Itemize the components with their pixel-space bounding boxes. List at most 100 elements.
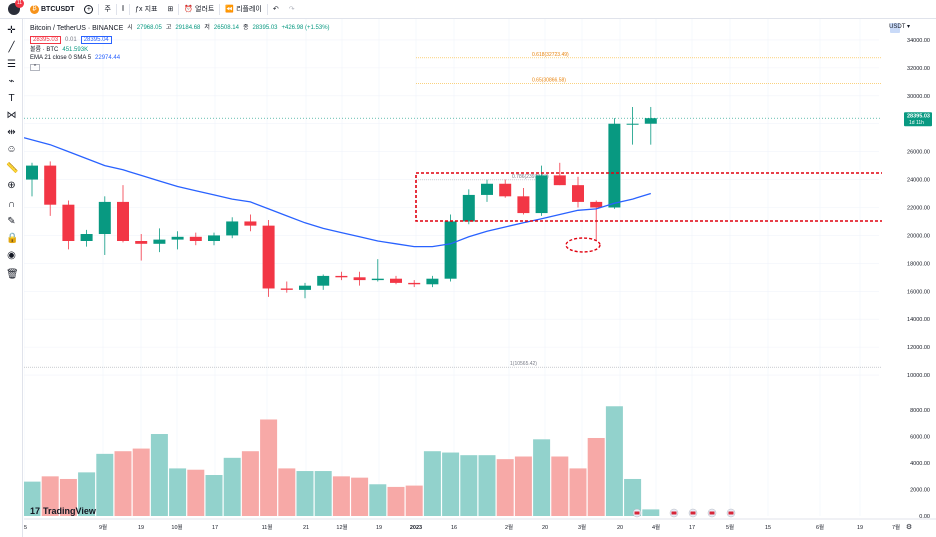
volume-value: 451.593K [62,47,89,53]
replay-button[interactable]: ⏪ 리플레이 [220,0,266,19]
indicators-icon: ƒx [135,5,143,13]
candle-body[interactable] [572,185,584,202]
zoom-in-icon[interactable]: ⊕ [7,180,16,191]
tv-logo-icon: 17 [30,506,41,516]
emoji-icon[interactable]: ☺ [6,144,17,155]
candle-body[interactable] [553,175,566,186]
pencil-lock-icon[interactable]: ✎ [7,216,16,227]
crosshair-icon[interactable]: ✛ [7,25,16,36]
redo-button[interactable]: ↷ [284,0,300,19]
alert-button[interactable]: ⏰ 얼러트 [179,0,219,19]
magnet-icon[interactable]: ∩ [7,199,16,210]
trash-icon[interactable]: 🗑 [6,269,19,280]
user-menu[interactable]: 11 [0,0,25,19]
candle-body[interactable] [44,165,57,205]
volume-tick-label: 6000.00 [910,435,930,441]
undo-button[interactable]: ↶ [268,0,284,19]
volume-bar [587,437,605,516]
volume-bar [23,481,41,516]
avatar[interactable]: 11 [8,0,24,15]
volume-tick-label: 8000.00 [910,408,930,414]
price-axis[interactable] [882,19,936,537]
candle-body[interactable] [353,277,366,281]
candle-body[interactable] [535,175,548,214]
indicators-button[interactable]: ƒx 지표 [130,0,162,19]
fib-retracement-icon[interactable]: ☰ [7,59,16,70]
legend-collapse[interactable]: ^ [30,62,330,72]
candle-body[interactable] [153,239,166,244]
legend-title-row: Bitcoin / TetherUS · BINANCE 시 27968.05 고… [30,23,330,33]
candle-body[interactable] [98,201,111,235]
price-tick-label: 30000.00 [907,94,930,100]
volume-bar [533,439,551,516]
countdown-value: 1d 11h [909,120,924,126]
candle-body[interactable] [189,236,202,241]
replay-label: 리플레이 [236,6,262,13]
candle-body[interactable] [135,241,148,244]
highlight-zone-box[interactable] [415,172,934,222]
candle-body[interactable] [608,123,621,208]
volume-tick-label: 2000.00 [910,488,930,494]
bid-price[interactable]: 28395.03 [30,36,62,44]
candle-body[interactable] [62,204,75,241]
price-tick-label: 16000.00 [907,289,930,295]
fib-level-label: 0.65(30866.58) [532,78,566,84]
candle-body[interactable] [371,278,384,281]
volume-bar [605,406,623,516]
chart-type-button[interactable]: ⫾ [117,0,129,19]
candle-body[interactable] [244,221,257,226]
eye-icon[interactable]: ◉ [7,250,16,261]
measure-icon[interactable]: ⇹ [7,127,16,138]
chart-pane[interactable]: 0.618(32723.49) 0.65(30866.58) 0.786(23978… [21,19,936,537]
candle-body[interactable] [462,194,475,222]
candle-body[interactable] [299,285,311,290]
price-chart[interactable]: 0.618(32723.49) 0.65(30866.58) 0.786(23978… [21,19,936,537]
collapse-icon[interactable]: ^ [30,63,40,71]
candle-body[interactable] [117,201,129,241]
candle-body[interactable] [426,278,439,285]
compare-button[interactable]: + [79,0,98,19]
price-tick-label: 10000.00 [907,373,930,379]
layouts-button[interactable]: ⊞ [162,0,178,19]
high-label: 고 [165,25,172,31]
candle-body[interactable] [335,275,348,278]
candle-body[interactable] [262,225,275,289]
candle-body[interactable] [444,221,457,279]
text-icon[interactable]: T [8,93,15,104]
candle-body[interactable] [517,196,530,214]
brush-icon[interactable]: ⌁ [8,76,15,87]
candle-body[interactable] [590,201,603,208]
candle-body[interactable] [499,183,512,197]
candle-body[interactable] [26,165,38,180]
toolbar-divider [219,3,221,15]
candle-body[interactable] [171,236,184,240]
symbol-search[interactable]: ₿ BTCUSDT [25,0,79,19]
low-value: 26508.14 [213,25,239,31]
settings-gear-icon[interactable]: ⚙ [906,523,912,531]
last-price-tag[interactable] [904,112,932,127]
candle-body[interactable] [390,278,402,283]
pattern-icon[interactable]: ⋈ [6,110,17,121]
highlight-wick-ellipse[interactable] [565,237,601,253]
close-value: 28395.03 [252,25,278,31]
currency-selector[interactable]: USDT ▾ [889,24,910,30]
time-tick-label: 6월 [816,523,824,531]
tradingview-logo[interactable]: 17 TradingView [30,506,96,516]
settings-square-icon[interactable] [890,23,900,33]
ask-price[interactable]: 28395.04 [80,36,112,44]
candle-body[interactable] [280,288,293,290]
candle-body[interactable] [226,221,239,236]
candle-body[interactable] [644,118,657,124]
ruler-icon[interactable]: 📏 [6,163,19,174]
candle-body[interactable] [481,183,493,195]
candle-body[interactable] [626,123,639,125]
lock-icon[interactable]: 🔒 [6,233,19,244]
trend-line-icon[interactable]: ╱ [8,42,15,53]
interval-button[interactable]: 주 [99,0,115,19]
candle-body[interactable] [408,282,421,285]
candle-body[interactable] [208,235,220,241]
volume-bar [514,456,532,516]
candle-body[interactable] [317,275,330,286]
candle-body[interactable] [80,234,93,241]
ema-legend-row: EMA 21 close 0 SMA 5 22974.44 [30,53,330,63]
